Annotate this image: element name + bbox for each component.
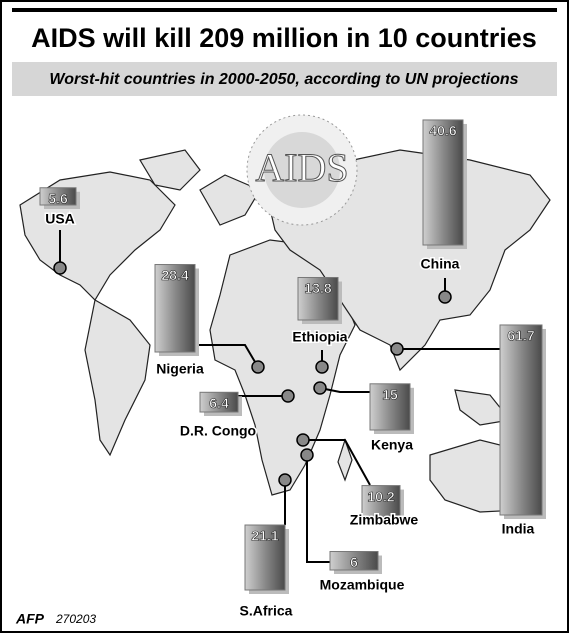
subtitle: Worst-hit countries in 2000-2050, accord…	[49, 71, 518, 88]
bar	[361, 485, 401, 518]
country-label: Kenya	[371, 437, 413, 453]
value-label: 10.2	[367, 488, 394, 504]
aids-emblem: AIDS	[246, 114, 358, 226]
location-dot	[296, 433, 310, 447]
country-label: Mozambique	[320, 577, 405, 593]
bar	[154, 264, 196, 353]
bar	[244, 524, 286, 591]
bar	[39, 187, 77, 206]
leader-line	[319, 387, 370, 393]
leader-line	[303, 439, 371, 486]
bar	[297, 276, 339, 321]
value-label: 6.4	[209, 395, 229, 411]
country-label: S.Africa	[240, 603, 293, 619]
bar	[499, 324, 543, 516]
country-label: Nigeria	[156, 361, 204, 377]
value-label: 21.1	[251, 528, 278, 544]
source: AFP	[15, 611, 45, 627]
value-label: 6	[350, 554, 358, 570]
value-label: 5.6	[48, 190, 68, 206]
country-label: Zimbabwe	[350, 512, 419, 528]
country-label: D.R. Congo	[180, 423, 256, 439]
bar	[329, 551, 379, 571]
location-dot	[53, 261, 67, 275]
country-label: India	[502, 521, 535, 537]
value-label: 13.8	[304, 280, 331, 296]
location-dot	[278, 473, 292, 487]
source-code: 270203	[55, 612, 96, 626]
country-label: Ethiopia	[292, 329, 347, 345]
subtitle-band	[12, 62, 557, 96]
location-dot	[390, 342, 404, 356]
value-label: 61.7	[507, 328, 534, 344]
value-label: 28.4	[161, 267, 188, 283]
bar	[369, 383, 411, 431]
top-rule	[12, 8, 557, 12]
location-dot	[313, 381, 327, 395]
location-dot	[300, 448, 314, 462]
starburst-core	[264, 132, 340, 208]
location-dot	[438, 290, 452, 304]
title: AIDS will kill 209 million in 10 countri…	[31, 23, 537, 53]
location-dot	[315, 360, 329, 374]
location-dot	[251, 360, 265, 374]
country-label: China	[421, 256, 460, 272]
leader-line	[306, 455, 330, 563]
country-label: USA	[45, 211, 75, 227]
value-label: 15	[382, 387, 398, 403]
emblem-text: AIDS	[255, 145, 348, 190]
bar	[199, 391, 239, 413]
bar	[422, 119, 464, 246]
location-dot	[281, 389, 295, 403]
value-label: 40.6	[429, 123, 456, 139]
leader-line	[195, 344, 259, 368]
